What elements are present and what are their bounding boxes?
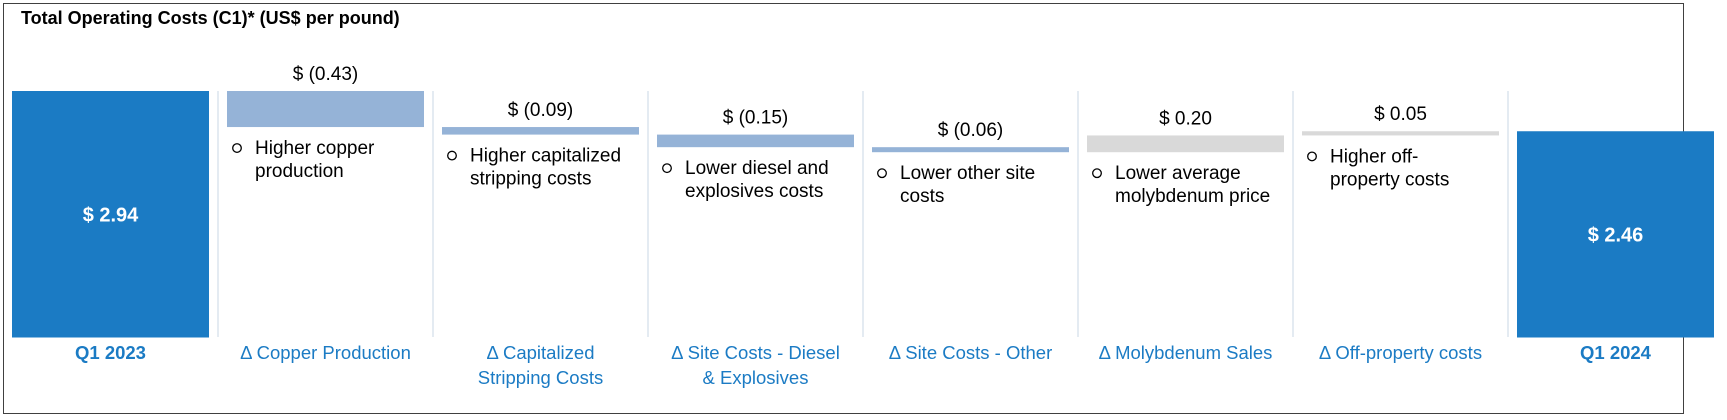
category-label: Δ Off-property costs [1319,342,1482,363]
bullet-icon [662,163,672,174]
total-value-label: $ 2.46 [1588,224,1644,246]
annotation-text: costs [900,186,944,207]
delta-bar [1302,131,1499,136]
delta-value-label: $ (0.15) [723,108,788,129]
category-labels: Q1 2023 Δ Copper Production Δ Capitalized S… [75,342,1652,388]
annotation-text: Higher capitalized [470,146,621,167]
annotation-text: molybdenum price [1115,186,1270,207]
bullet-icon [877,168,887,179]
delta-bar [227,91,424,128]
column-separators [217,91,1509,337]
delta-bar [872,147,1069,153]
category-label: Δ Site Costs - Other [889,342,1053,363]
category-label: & Explosives [703,367,809,388]
annotation-text: Higher copper [255,138,375,159]
bullet-icon [447,150,457,161]
category-label: Stripping Costs [478,367,603,388]
total-bar [12,91,209,338]
annotation-text: stripping costs [470,169,591,190]
category-label: Δ Copper Production [240,342,411,363]
annotation-text: property costs [1330,169,1449,190]
delta-value-label: $ (0.09) [508,100,573,121]
category-label: Δ Capitalized [486,342,594,363]
value-labels: $ 2.94 $ (0.43) $ (0.09) $ (0.15) $ (0.06) $ … [83,64,1644,246]
category-label: Δ Molybdenum Sales [1099,342,1273,363]
bullet-icon [1092,168,1102,179]
delta-value-label: $ (0.43) [293,64,358,85]
annotation-text: Lower diesel and [685,158,829,179]
delta-value-label: $ 0.05 [1374,104,1427,125]
category-label: Q1 2023 [75,342,146,363]
delta-bar [657,134,854,148]
total-bar [1517,131,1714,338]
total-value-label: $ 2.94 [83,204,139,226]
annotation-text: Lower average [1115,163,1241,184]
annotation-text: production [255,161,344,182]
category-label: Q1 2024 [1580,342,1652,363]
delta-bar [1087,135,1284,153]
bullet-icon [1307,151,1317,162]
delta-bar [442,127,639,135]
annotation-text: Higher off- [1330,146,1418,167]
bullet-icon [232,143,242,154]
delta-value-label: $ 0.20 [1159,108,1212,129]
annotation-text: Lower other site [900,163,1035,184]
bars [12,91,1714,338]
category-label: Δ Site Costs - Diesel [671,342,840,363]
delta-value-label: $ (0.06) [938,120,1003,141]
annotation-text: explosives costs [685,181,823,202]
chart-title: Total Operating Costs (C1)* (US$ per pou… [21,8,400,28]
